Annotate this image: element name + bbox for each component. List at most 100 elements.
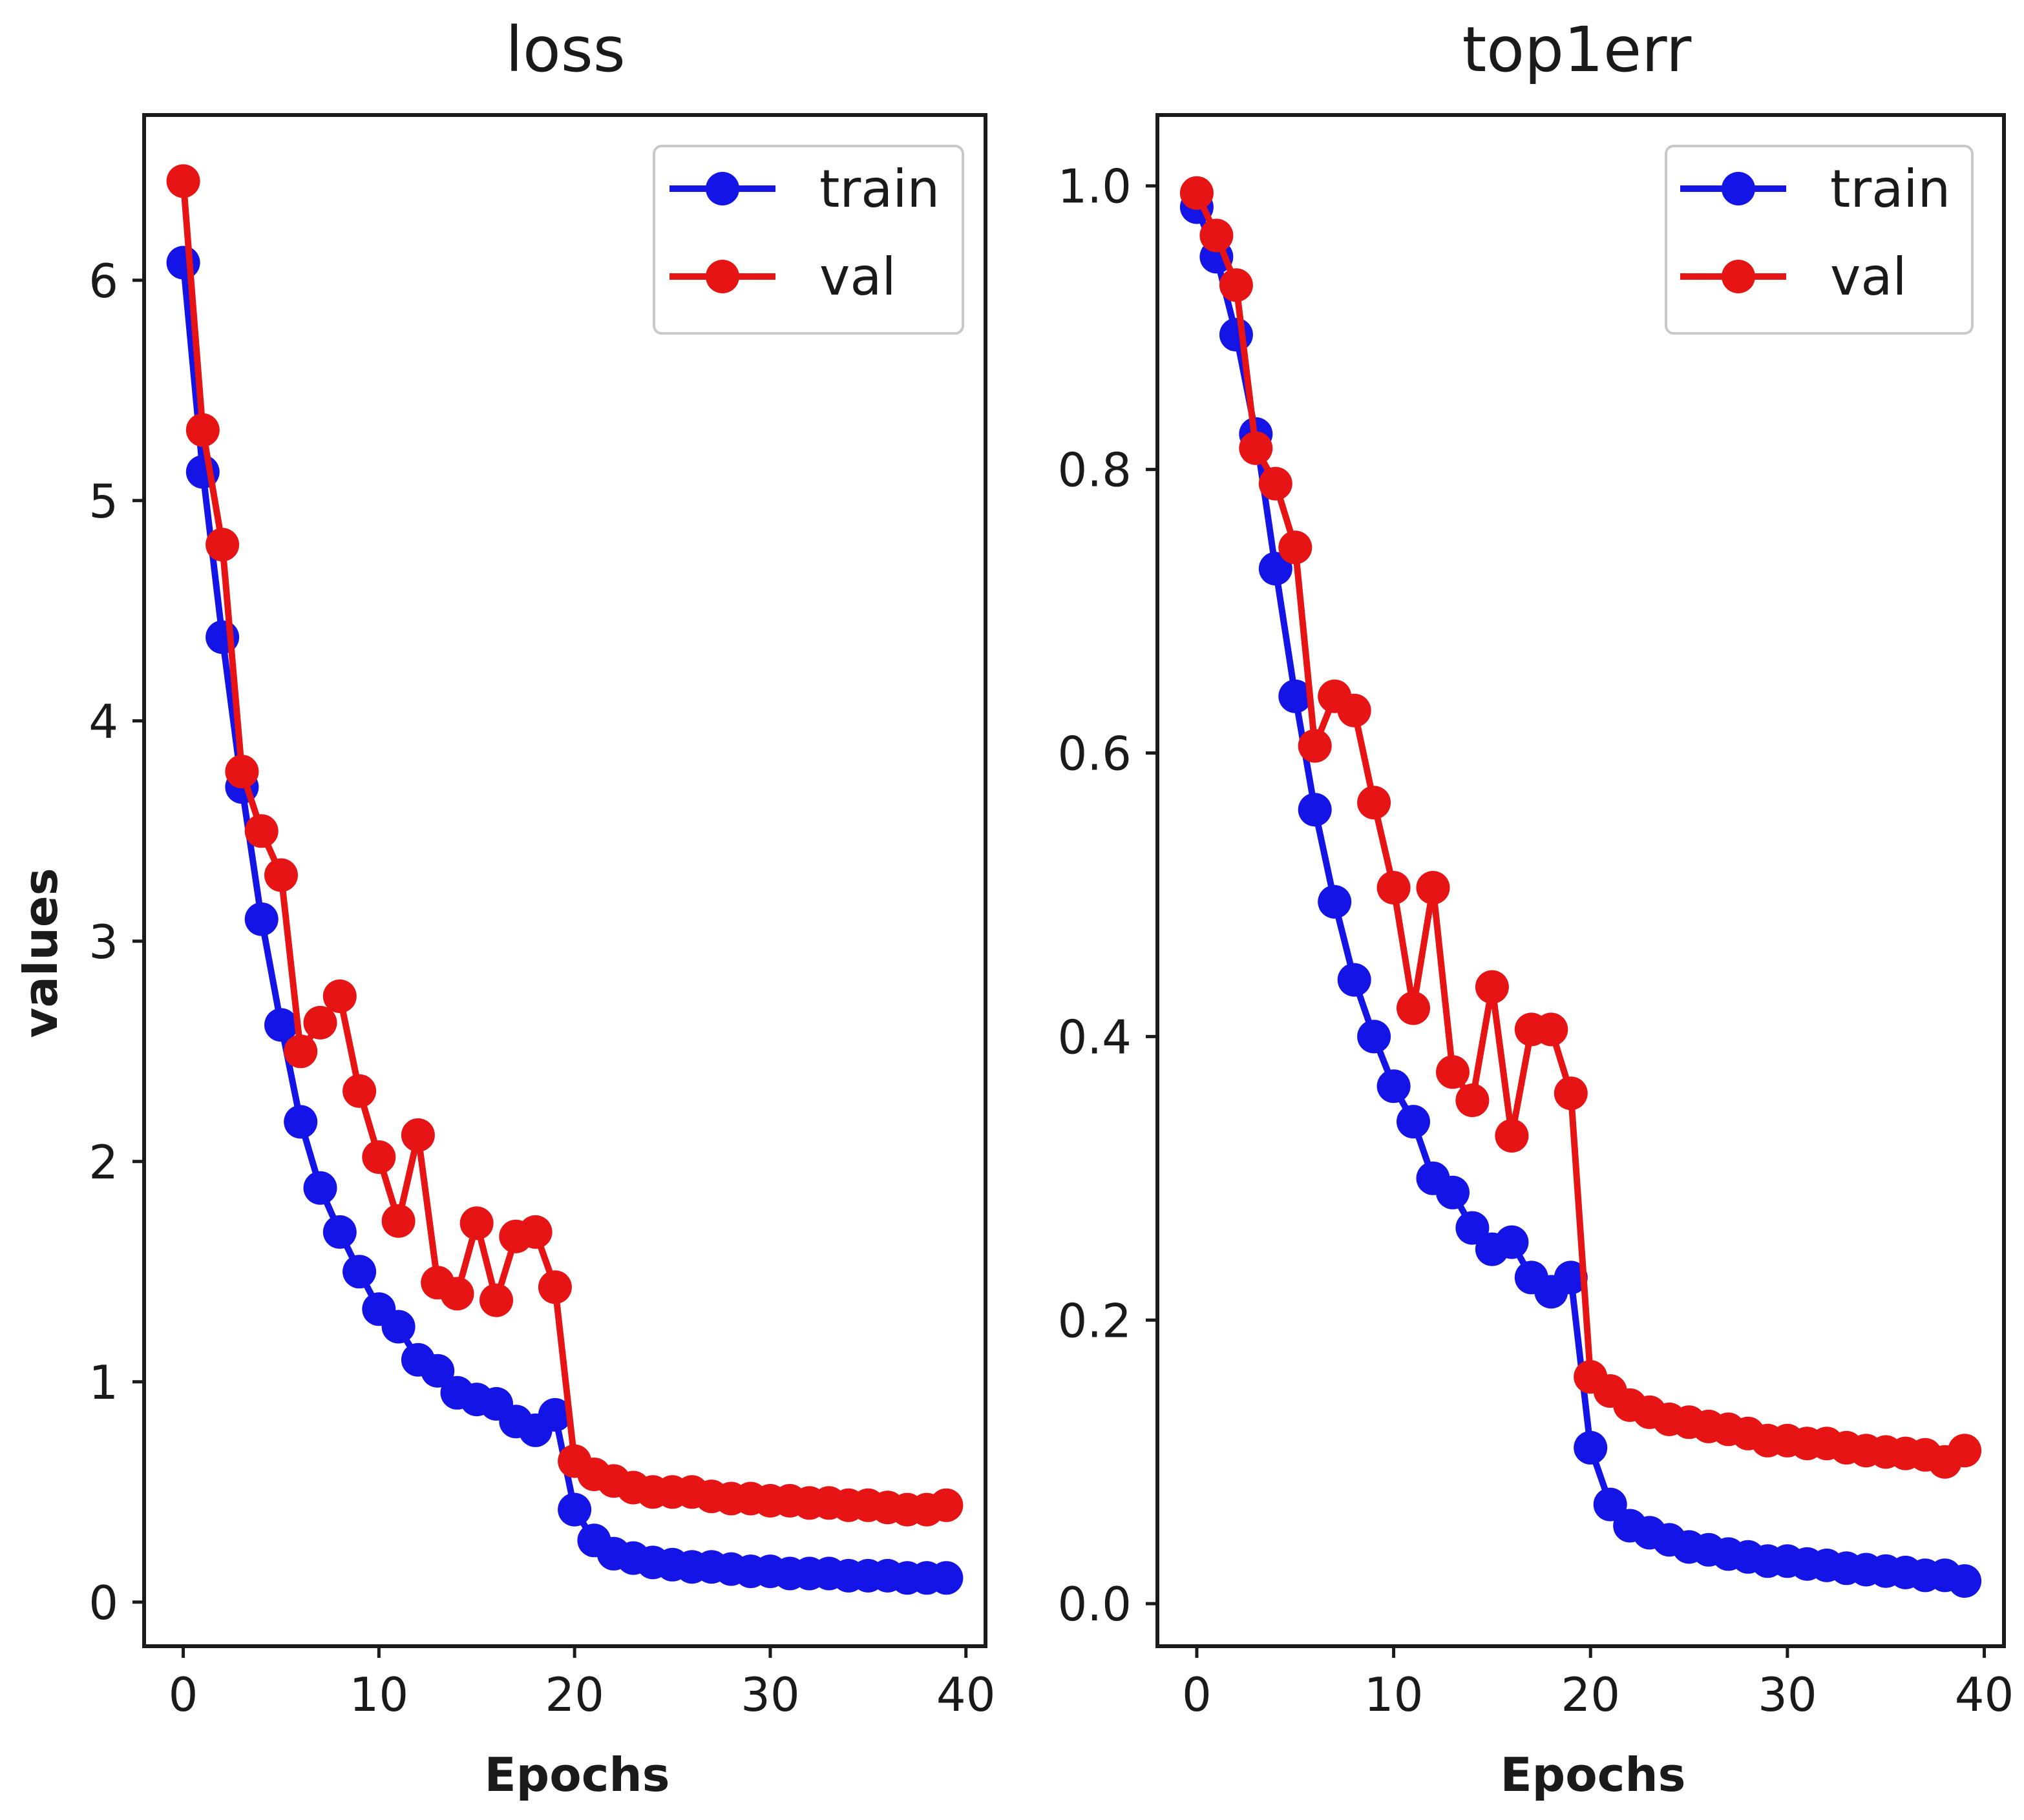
top1err-train-point-16 xyxy=(1495,1225,1529,1259)
top1err-y-ticks: 0.0 0.2 0.4 0.6 0.8 1.0 xyxy=(1057,160,1157,1631)
loss-x-tick-label-40: 40 xyxy=(936,1668,996,1722)
loss-x-tick-label-10: 10 xyxy=(350,1668,409,1722)
top1err-val-point-12 xyxy=(1416,871,1450,905)
loss-panel: loss 0 10 20 30 40 0 1 2 3 4 5 6 Epochs values tra… xyxy=(14,14,996,1802)
loss-val-point-3 xyxy=(225,755,259,789)
top1err-val-point-15 xyxy=(1475,970,1509,1004)
top1err-val-point-19 xyxy=(1554,1076,1588,1111)
top1err-panel: top1err 0 10 20 30 40 0.0 0.2 0.4 0.6 0.8 1.0 Epo… xyxy=(1057,14,2014,1802)
top1err-title: top1err xyxy=(1462,14,1692,86)
loss-legend-train-label: train xyxy=(819,159,940,219)
loss-x-ticks: 0 10 20 30 40 xyxy=(169,1646,996,1722)
loss-y-tick-label-0: 0 xyxy=(89,1576,118,1630)
top1err-train-point-6 xyxy=(1298,793,1332,827)
loss-val-point-0 xyxy=(166,164,200,198)
loss-val-point-19 xyxy=(538,1270,572,1304)
top1err-val-point-8 xyxy=(1337,693,1371,727)
top1err-legend-val-swatch-marker xyxy=(1722,260,1755,293)
loss-legend-train-swatch-marker xyxy=(706,172,739,205)
top1err-train-point-20 xyxy=(1574,1430,1608,1465)
loss-legend: train val xyxy=(653,145,964,335)
loss-val-point-39 xyxy=(929,1488,964,1522)
loss-legend-val-swatch-marker xyxy=(706,260,739,293)
top1err-val-point-3 xyxy=(1239,431,1273,465)
top1err-y-tick-label-1: 0.2 xyxy=(1057,1293,1132,1348)
loss-val-point-6 xyxy=(284,1034,318,1069)
loss-y-axis-label: values xyxy=(14,868,68,1038)
loss-y-tick-label-2: 2 xyxy=(89,1135,118,1189)
top1err-x-ticks: 0 10 20 30 40 xyxy=(1182,1646,2014,1722)
top1err-x-tick-label-40: 40 xyxy=(1955,1668,2014,1722)
loss-val-point-10 xyxy=(362,1140,396,1174)
loss-train-point-4 xyxy=(244,902,279,936)
loss-axes-frame xyxy=(142,113,987,1648)
top1err-train-point-39 xyxy=(1948,1564,1982,1598)
loss-train-point-13 xyxy=(421,1354,455,1388)
top1err-train-point-21 xyxy=(1593,1487,1627,1522)
top1err-val-point-9 xyxy=(1357,786,1391,820)
top1err-val-point-14 xyxy=(1455,1083,1490,1118)
top1err-legend-val-label: val xyxy=(1830,247,1907,307)
loss-val-point-14 xyxy=(440,1277,474,1311)
loss-y-tick-label-6: 6 xyxy=(89,254,118,308)
loss-train-point-39 xyxy=(929,1561,964,1595)
loss-val-point-5 xyxy=(264,858,298,892)
loss-x-tick-label-20: 20 xyxy=(545,1668,604,1722)
loss-val-line xyxy=(180,180,947,1513)
loss-title: loss xyxy=(505,14,625,86)
top1err-legend: train val xyxy=(1665,145,1974,335)
top1err-axes-frame xyxy=(1155,113,2006,1648)
top1err-val-point-39 xyxy=(1948,1434,1982,1468)
top1err-val-point-10 xyxy=(1376,871,1411,905)
loss-train-point-7 xyxy=(303,1171,337,1205)
top1err-train-point-19 xyxy=(1554,1260,1588,1295)
loss-val-point-18 xyxy=(518,1215,553,1249)
top1err-train-point-7 xyxy=(1318,884,1352,919)
top1err-plot-area xyxy=(1179,176,1982,1598)
top1err-x-tick-label-30: 30 xyxy=(1758,1668,1817,1722)
top1err-train-point-5 xyxy=(1278,679,1312,713)
top1err-train-point-11 xyxy=(1397,1105,1430,1139)
loss-val-point-4 xyxy=(244,814,279,848)
loss-val-point-11 xyxy=(381,1204,416,1238)
top1err-val-point-2 xyxy=(1219,268,1253,302)
top1err-legend-train-swatch-marker xyxy=(1722,172,1755,205)
loss-plot-area xyxy=(166,164,964,1595)
top1err-y-tick-label-3: 0.6 xyxy=(1057,727,1132,781)
loss-train-point-5 xyxy=(264,1008,298,1042)
loss-train-point-6 xyxy=(284,1105,318,1139)
loss-y-tick-label-1: 1 xyxy=(89,1355,118,1410)
loss-train-point-8 xyxy=(322,1215,357,1249)
loss-val-point-9 xyxy=(343,1074,377,1108)
top1err-x-tick-label-10: 10 xyxy=(1364,1668,1424,1722)
top1err-y-tick-label-5: 1.0 xyxy=(1057,160,1132,214)
top1err-val-point-13 xyxy=(1436,1055,1470,1089)
loss-val-point-7 xyxy=(303,1005,337,1040)
loss-y-tick-label-5: 5 xyxy=(89,474,118,528)
loss-train-point-19 xyxy=(538,1397,572,1432)
loss-train-point-9 xyxy=(343,1255,377,1289)
top1err-legend-train-label: train xyxy=(1830,159,1950,219)
loss-train-point-11 xyxy=(381,1310,416,1344)
top1err-y-tick-label-2: 0.4 xyxy=(1057,1010,1132,1064)
top1err-train-point-9 xyxy=(1357,1020,1391,1054)
top1err-y-tick-label-4: 0.8 xyxy=(1057,443,1132,497)
loss-x-axis-label: Epochs xyxy=(485,1748,670,1802)
top1err-train-point-4 xyxy=(1258,552,1292,586)
top1err-x-tick-label-20: 20 xyxy=(1561,1668,1620,1722)
top1err-train-point-10 xyxy=(1376,1069,1411,1104)
top1err-val-point-11 xyxy=(1397,991,1430,1025)
loss-val-point-8 xyxy=(322,979,357,1013)
loss-val-point-12 xyxy=(401,1118,435,1152)
loss-x-tick-label-0: 0 xyxy=(169,1668,198,1722)
loss-train-point-20 xyxy=(558,1492,592,1527)
top1err-val-point-5 xyxy=(1278,530,1312,565)
loss-train-point-0 xyxy=(166,246,200,280)
top1err-train-point-13 xyxy=(1436,1175,1470,1209)
top1err-x-tick-label-0: 0 xyxy=(1182,1668,1212,1722)
top1err-y-tick-label-0: 0.0 xyxy=(1057,1577,1132,1631)
top1err-val-point-4 xyxy=(1258,466,1292,501)
loss-val-point-15 xyxy=(459,1206,494,1240)
top1err-train-point-14 xyxy=(1455,1211,1490,1245)
